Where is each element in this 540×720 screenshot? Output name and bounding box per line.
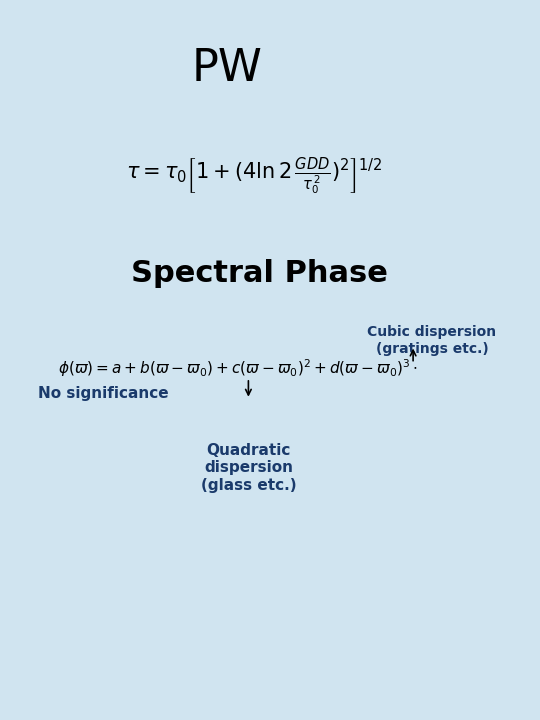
Text: Spectral Phase: Spectral Phase xyxy=(131,259,388,288)
Text: No significance: No significance xyxy=(38,387,168,401)
Text: Cubic dispersion
(gratings etc.): Cubic dispersion (gratings etc.) xyxy=(367,325,497,356)
Text: Quadratic
dispersion
(glass etc.): Quadratic dispersion (glass etc.) xyxy=(200,443,296,492)
Text: PW: PW xyxy=(191,47,262,90)
Text: $\phi(\varpi) = a + b(\varpi-\varpi_0) + c(\varpi-\varpi_0)^2 + d(\varpi-\varpi_: $\phi(\varpi) = a + b(\varpi-\varpi_0) +… xyxy=(58,358,417,379)
Text: $\tau = \tau_0\left[1 + (4\ln 2\,\frac{GDD}{\tau_0^{\,2}})^2\right]^{1/2}$: $\tau = \tau_0\left[1 + (4\ln 2\,\frac{G… xyxy=(126,156,382,197)
